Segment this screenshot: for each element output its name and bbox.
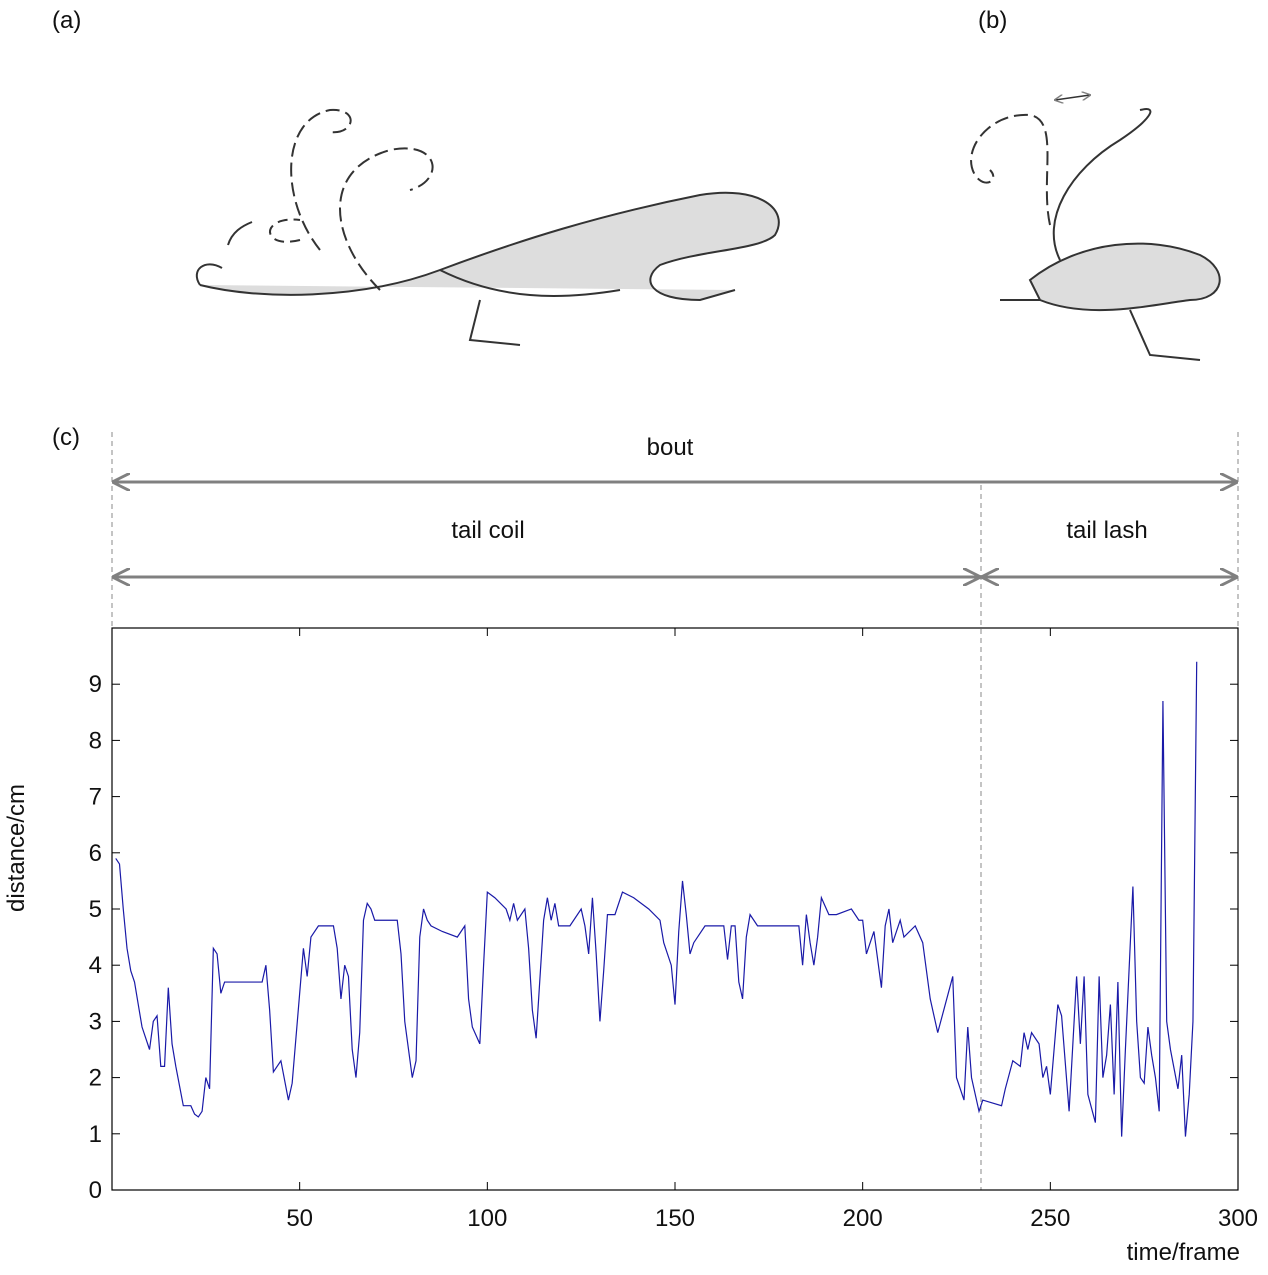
x-tick-label: 50 (286, 1205, 313, 1232)
x-tick-label: 100 (467, 1205, 507, 1232)
lizard-illustration-b (970, 95, 1221, 361)
y-tick-label: 9 (89, 671, 102, 698)
y-tick-label: 6 (89, 840, 102, 867)
x-axis-label: time/frame (1127, 1239, 1240, 1266)
annotation: tail coil (451, 517, 524, 544)
y-tick-label: 0 (89, 1177, 102, 1204)
x-tick-label: 300 (1218, 1205, 1258, 1232)
phase-arrows (114, 482, 1236, 577)
y-tick-label: 1 (89, 1121, 102, 1148)
x-tick-label: 250 (1030, 1205, 1070, 1232)
annotation: tail lash (1066, 517, 1147, 544)
y-tick-label: 5 (89, 896, 102, 923)
y-tick-label: 2 (89, 1065, 102, 1092)
panel-label: (c) (52, 424, 80, 451)
y-tick-label: 7 (89, 784, 102, 811)
x-tick-label: 200 (843, 1205, 883, 1232)
data-line (115, 661, 1198, 1137)
y-axis-label: distance/cm (3, 784, 30, 912)
x-tick-label: 150 (655, 1205, 695, 1232)
y-tick-label: 4 (89, 952, 102, 979)
annotation: bout (647, 434, 694, 461)
panel-label: (b) (978, 7, 1007, 34)
phase-guides (111, 432, 1239, 1190)
y-tick-label: 3 (89, 1008, 102, 1035)
lizard-illustration-a (195, 108, 780, 346)
y-tick-label: 8 (89, 727, 102, 754)
panel-label: (a) (52, 7, 81, 34)
